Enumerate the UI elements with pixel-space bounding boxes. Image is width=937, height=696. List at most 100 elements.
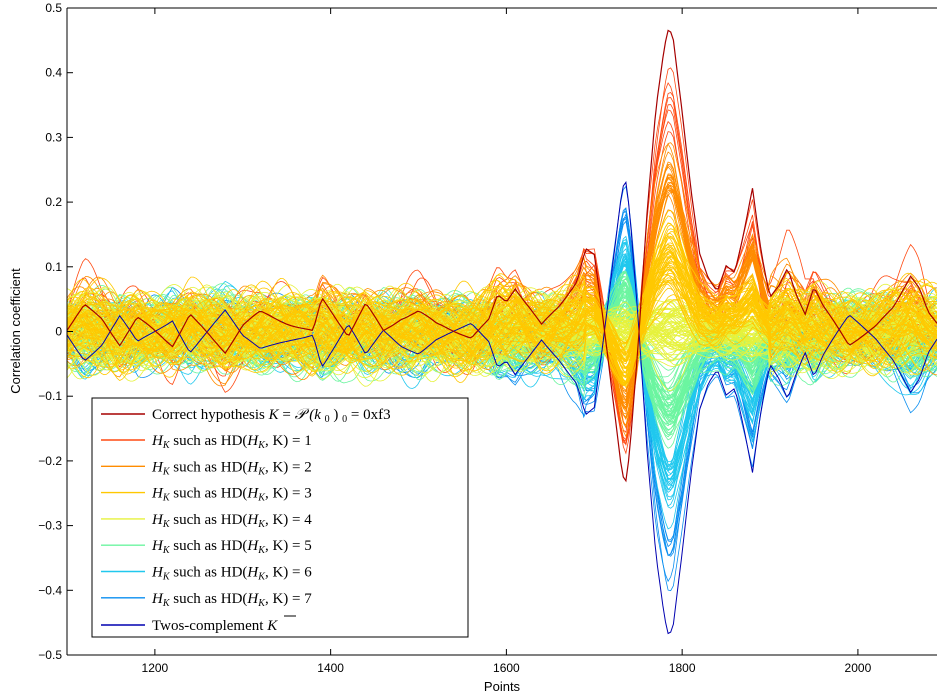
curve-twos-complement [67,180,937,635]
legend-hd-part: H [246,512,259,528]
legend-box [91,397,469,638]
curve-hd-3 [67,266,937,384]
legend-hd-part: H [151,591,164,607]
legend-hd-part: H [151,512,164,528]
legend-hd-part: 4 [304,512,312,528]
y-axis-label: Correlation coefficient [8,268,23,394]
legend-hd-part: K [257,493,266,504]
y-tick-label: −0.1 [38,389,62,403]
curve-hd-3 [67,242,937,387]
curve-hd-3 [67,222,937,379]
x-tick-label: 1600 [493,661,520,675]
legend-hd-part: K [257,598,266,609]
x-tick-label: 1800 [669,661,696,675]
legend-correct-sub0: 0 [325,414,330,425]
legend-hd-part: H [151,459,164,475]
x-tick-label: 1200 [142,661,169,675]
legend-hd-part: K [162,519,171,530]
curve-hd-3 [67,235,937,384]
y-tick-label: −0.4 [38,583,62,597]
legend-hd-part: K [257,466,266,477]
x-tick-label: 2000 [845,661,872,675]
legend-hd-part: such as HD( [170,591,248,607]
y-tick-label: 0.5 [45,1,62,15]
curve-hd-3 [67,246,937,361]
legend-hd-part: K [257,519,266,530]
curve-hd-3 [67,269,937,367]
legend-hd-part: H [246,565,259,581]
legend: Correct hypothesis K = 𝒫 (k 0 ) 0 = 0xf3… [91,397,469,638]
legend-entry-hd-5: HK such as HD(HK, K) = 5 [151,538,312,556]
ticks: 1200 1400 1600 1800 2000−0.5−0.4−0.3−0.2−0.1… [38,1,871,675]
legend-hd-part: , K) = [265,486,304,502]
legend-entry-hd-7: HK such as HD(HK, K) = 7 [151,591,312,609]
legend-correct-sub0b: 0 [342,414,347,425]
legend-entry-twos: Twos-complement K [152,618,278,634]
curve-hd-3 [67,244,937,374]
legend-hd-part: , K) = [265,459,304,475]
curve-hd-3 [67,256,937,362]
legend-entry-correct: Correct hypothesis K = 𝒫 (k 0 ) 0 = 0xf3 [152,407,391,426]
legend-hd-part: 5 [304,538,312,554]
y-tick-label: 0.4 [45,66,62,80]
legend-twos-K: K [266,618,278,634]
legend-hd-part: , K) = [265,565,304,581]
legend-hd-part: such as HD( [170,512,248,528]
legend-hd-part: such as HD( [170,433,248,449]
legend-correct-close: ) [333,407,338,423]
curve-correct-hypothesis [67,29,937,483]
legend-hd-part: K [257,572,266,583]
legend-hd-part: K [162,598,171,609]
y-tick-label: 0.3 [45,130,62,144]
legend-hd-part: 2 [304,459,312,475]
legend-hd-part: , K) = [265,512,304,528]
legend-correct-eq: = [282,407,294,423]
legend-hd-part: K [257,440,266,451]
legend-entry-hd-1: HK such as HD(HK, K) = 1 [151,433,312,451]
legend-entry-hd-6: HK such as HD(HK, K) = 6 [151,565,312,583]
legend-hd-part: H [246,459,259,475]
legend-hd-part: H [151,565,164,581]
legend-hd-part: H [151,486,164,502]
curve-hd-3 [67,243,937,372]
legend-entry-hd-4: HK such as HD(HK, K) = 4 [151,512,312,530]
curve-hd-3 [67,250,937,378]
y-tick-label: 0 [55,325,62,339]
legend-hd-part: 3 [304,486,312,502]
y-tick-label: −0.2 [38,454,62,468]
legend-hk-entries: HK such as HD(HK, K) = 1HK such as HD(HK… [101,433,312,609]
curve-hd-3 [67,224,937,383]
curve-hd-3 [67,252,937,371]
curve-hd-2 [67,192,937,392]
legend-hd-part: K [162,545,171,556]
legend-hd-part: such as HD( [170,565,248,581]
legend-entry-hd-3: HK such as HD(HK, K) = 3 [151,486,312,504]
legend-hd-part: , K) = [265,538,304,554]
legend-correct-value: = 0xf3 [351,407,391,423]
curve-hd-3 [67,254,937,384]
legend-hd-part: such as HD( [170,538,248,554]
legend-hd-part: , K) = [265,591,304,607]
y-tick-label: 0.2 [45,195,62,209]
curve-hd-3 [67,269,937,361]
curve-hd-3 [67,248,937,369]
x-tick-label: 1400 [317,661,344,675]
legend-hd-part: H [246,486,259,502]
legend-hd-part: K [162,440,171,451]
legend-hd-part: H [151,538,164,554]
y-tick-label: −0.3 [38,519,62,533]
legend-twos-label: Twos-complement [152,618,267,634]
legend-hd-part: H [246,591,259,607]
curve-hd-3 [67,264,937,356]
hypothesis-curves [67,29,937,635]
x-axis-label: Points [484,679,521,694]
y-tick-label: 0.1 [45,260,62,274]
legend-correct-K: K [268,407,280,423]
legend-hd-part: such as HD( [170,459,248,475]
curve-hd-3 [67,266,937,366]
curve-hd-3 [67,243,937,384]
legend-hd-part: H [246,538,259,554]
legend-hd-part: K [162,493,171,504]
legend-correct-arg: (k [309,407,321,423]
legend-correct-title: Correct hypothesis [152,407,265,423]
